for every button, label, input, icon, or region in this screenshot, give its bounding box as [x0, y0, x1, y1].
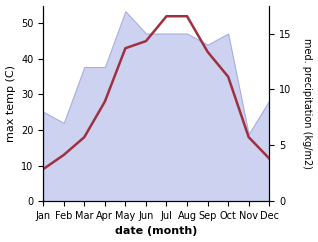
Y-axis label: max temp (C): max temp (C)	[5, 65, 16, 142]
Y-axis label: med. precipitation (kg/m2): med. precipitation (kg/m2)	[302, 38, 313, 169]
X-axis label: date (month): date (month)	[115, 227, 197, 236]
